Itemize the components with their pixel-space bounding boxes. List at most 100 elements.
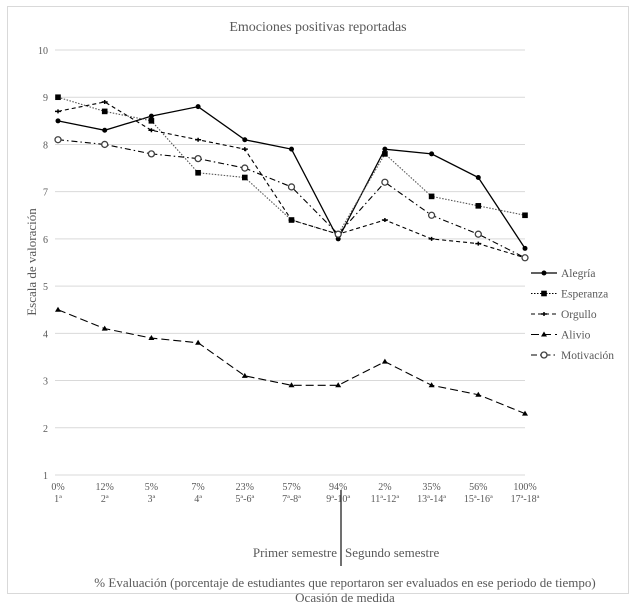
- data-point-motivacion: [427, 211, 436, 219]
- data-point-alivio: [241, 372, 248, 378]
- data-point-alegria: [475, 175, 481, 180]
- series-motivacion: [54, 136, 529, 262]
- data-point-esperanza: [382, 151, 388, 157]
- y-tick-label: 6: [43, 235, 48, 246]
- series-alivio: [55, 306, 528, 416]
- x-tick-occasion: 13ª-14ª: [417, 494, 446, 505]
- data-point-motivacion: [474, 230, 482, 238]
- data-point-motivacion: [334, 230, 342, 238]
- data-point-orgullo: [381, 218, 388, 222]
- legend-item-motivacion: Motivación: [531, 350, 614, 362]
- x-tick-pct: 56%: [469, 482, 487, 493]
- data-point-motivacion: [101, 140, 109, 149]
- x-tick-pct: 94%: [329, 482, 347, 493]
- x-tick-pct: 2%: [378, 482, 391, 493]
- data-point-alivio: [428, 382, 435, 388]
- legend-marker-esperanza: [541, 290, 547, 297]
- data-point-alegria: [242, 137, 248, 143]
- data-point-orgullo: [195, 137, 202, 142]
- chart-title: Emociones positivas reportadas: [229, 20, 406, 35]
- data-point-esperanza: [55, 94, 61, 101]
- y-axis-label: Escala de valoración: [24, 208, 39, 316]
- series-esperanza: [55, 94, 528, 237]
- x-tick-occasion: 11ª-12ª: [371, 494, 400, 505]
- data-point-alegria: [382, 146, 388, 152]
- data-point-esperanza: [242, 174, 248, 181]
- legend-marker-orgullo: [541, 312, 547, 316]
- x-tick-pct: 7%: [191, 482, 204, 493]
- data-point-alegria: [55, 118, 61, 124]
- x-tick-occasion: 4ª: [194, 494, 202, 505]
- data-point-alivio: [335, 382, 342, 388]
- data-point-alivio: [475, 391, 482, 397]
- data-point-motivacion: [194, 154, 202, 163]
- legend-label: Motivación: [561, 350, 614, 362]
- data-point-alegria: [289, 146, 294, 152]
- data-point-motivacion: [521, 254, 529, 262]
- x-tick-occasion: 5ª-6ª: [235, 494, 254, 505]
- y-tick-label: 8: [43, 140, 48, 151]
- data-point-alivio: [101, 325, 108, 331]
- data-point-alegria: [148, 113, 154, 119]
- data-point-orgullo: [55, 109, 61, 114]
- data-point-esperanza: [428, 193, 435, 200]
- x-tick-pct: 12%: [96, 482, 114, 493]
- x-tick-pct: 35%: [422, 482, 440, 493]
- data-point-alegria: [429, 151, 435, 157]
- data-point-motivacion: [54, 136, 62, 144]
- legend-label: Esperanza: [561, 289, 608, 301]
- x-tick-pct: 5%: [145, 482, 158, 493]
- data-point-alivio: [522, 410, 528, 416]
- data-point-alegria: [335, 236, 341, 242]
- legend-item-orgullo: Orgullo: [531, 309, 597, 321]
- data-point-motivacion: [241, 164, 249, 172]
- data-point-alivio: [148, 335, 155, 341]
- x-tick-pct: 100%: [513, 482, 536, 493]
- legend-item-alegria: Alegría: [531, 268, 595, 280]
- y-tick-label: 1: [43, 471, 48, 482]
- data-point-esperanza: [101, 108, 108, 115]
- semester-label-second: Segundo semestre: [345, 545, 439, 560]
- data-point-motivacion: [147, 150, 156, 158]
- legend-marker-alegria: [541, 270, 547, 276]
- series-line-alegria: [57, 105, 526, 249]
- data-point-esperanza: [148, 118, 155, 124]
- x-tick-occasion: 17ª-18ª: [511, 494, 540, 505]
- x-tick-occasion: 15ª-16ª: [464, 494, 493, 505]
- data-point-alivio: [195, 339, 202, 345]
- x-tick-pct: 23%: [236, 482, 254, 493]
- data-point-alegria: [195, 104, 201, 110]
- series-alegria: [55, 104, 528, 251]
- x-tick-occasion: 9ª-10ª: [326, 494, 350, 505]
- data-point-alegria: [522, 245, 528, 251]
- data-point-orgullo: [428, 236, 435, 241]
- x-tick-pct: 57%: [282, 482, 300, 493]
- legend-item-alivio: Alivio: [531, 330, 591, 342]
- x-tick-occasion: 3ª: [148, 494, 156, 505]
- data-point-alivio: [381, 358, 388, 364]
- legend-label: Alegría: [561, 268, 595, 280]
- semester-label-first: Primer semestre: [253, 545, 337, 560]
- y-tick-label: 5: [43, 282, 48, 293]
- data-point-esperanza: [522, 212, 528, 219]
- legend-item-esperanza: Esperanza: [531, 289, 608, 301]
- series-line-orgullo: [57, 101, 526, 259]
- data-point-orgullo: [241, 147, 248, 152]
- x-axis-label-2: Ocasión de medida: [295, 590, 395, 604]
- legend-label: Alivio: [561, 330, 591, 342]
- legend-label: Orgullo: [561, 309, 597, 321]
- y-tick-label: 10: [38, 46, 48, 57]
- x-axis-label: % Evaluación (porcentaje de estudiantes …: [94, 575, 595, 590]
- series-line-motivacion: [57, 139, 526, 259]
- data-point-motivacion: [287, 183, 296, 191]
- data-point-alegria: [102, 127, 108, 133]
- data-point-esperanza: [195, 169, 201, 176]
- y-tick-label: 3: [43, 377, 48, 388]
- y-tick-label: 4: [43, 329, 48, 340]
- x-tick-occasion: 7ª-8ª: [282, 494, 301, 505]
- data-point-orgullo: [101, 99, 108, 104]
- data-point-alivio: [288, 382, 295, 388]
- data-point-orgullo: [288, 218, 295, 222]
- x-tick-occasion: 1ª: [54, 494, 62, 505]
